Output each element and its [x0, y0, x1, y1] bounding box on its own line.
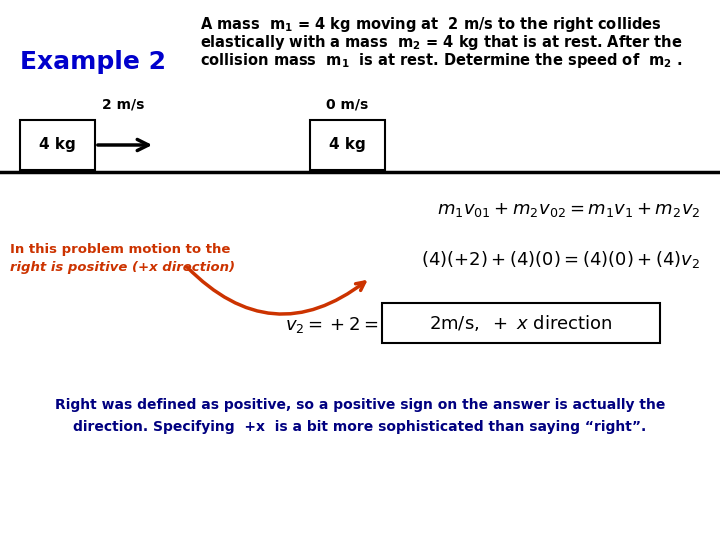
Text: 4 kg: 4 kg [329, 138, 366, 152]
Text: collision mass  $\mathbf{m_1}$  is at rest. Determine the speed of  $\mathbf{m_2: collision mass $\mathbf{m_1}$ is at rest… [200, 51, 683, 70]
Text: 0 m/s: 0 m/s [326, 98, 369, 112]
Text: 2 m/s: 2 m/s [102, 98, 144, 112]
FancyArrowPatch shape [187, 267, 365, 314]
Text: elastically with a mass  $\mathbf{m_2}$ = 4 kg that is at rest. After the: elastically with a mass $\mathbf{m_2}$ =… [200, 33, 683, 52]
Text: $(4)(+2) + (4)(0) = (4)(0) + (4)v_2$: $(4)(+2) + (4)(0) = (4)(0) + (4)v_2$ [420, 249, 700, 271]
Text: Example 2: Example 2 [20, 50, 166, 74]
Text: 4 kg: 4 kg [39, 138, 76, 152]
Bar [20, 120, 95, 170]
Text: In this problem motion to the: In this problem motion to the [10, 244, 230, 256]
Text: $v_2 = +2 = $: $v_2 = +2 = $ [284, 315, 378, 335]
Text: $m_1v_{01} + m_2v_{02} = m_1v_1 + m_2v_2$: $m_1v_{01} + m_2v_{02} = m_1v_1 + m_2v_2… [436, 201, 700, 219]
Text: direction. Specifying  +x  is a bit more sophisticated than saying “right”.: direction. Specifying +x is a bit more s… [73, 420, 647, 434]
Text: Right was defined as positive, so a positive sign on the answer is actually the: Right was defined as positive, so a posi… [55, 398, 665, 412]
Bar [382, 303, 660, 343]
Bar [310, 120, 385, 170]
Text: A mass  $\mathbf{m_1}$ = 4 kg moving at  2 m/s to the right collides: A mass $\mathbf{m_1}$ = 4 kg moving at 2… [200, 15, 662, 34]
Text: $2\mathrm{m/s},\ +\ x\ \mathrm{direction}$: $2\mathrm{m/s},\ +\ x\ \mathrm{direction… [429, 313, 613, 333]
Text: right is positive (+x direction): right is positive (+x direction) [10, 261, 235, 274]
